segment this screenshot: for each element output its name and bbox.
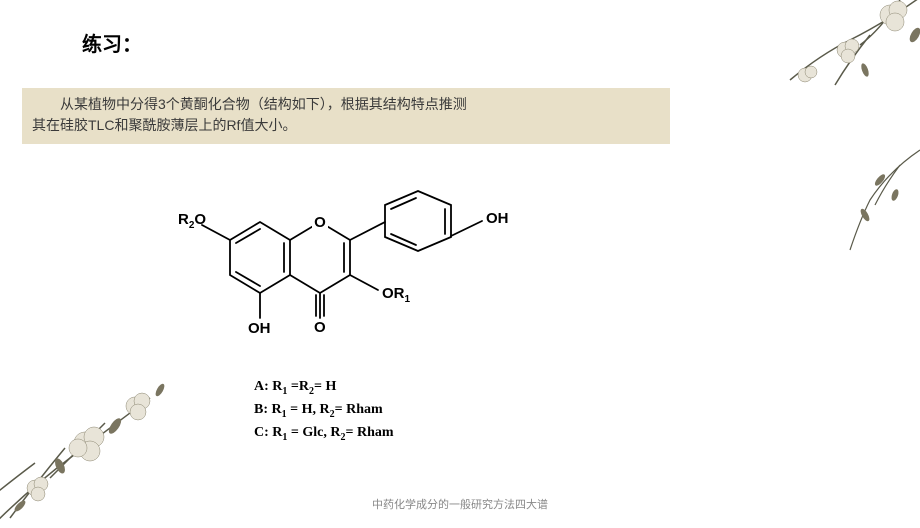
ring-oxygen: O bbox=[314, 214, 326, 231]
question-line1: 从某植物中分得3个黄酮化合物（结构如下），根据其结构特点推测 bbox=[32, 94, 660, 115]
sub-c: C: R1 = Glc, R2= Rham bbox=[254, 422, 394, 445]
slide-title: 练习： bbox=[82, 28, 142, 57]
footer-text: 中药化学成分的一般研究方法四大谱 bbox=[0, 496, 920, 512]
label-carbonyl-o: O bbox=[314, 319, 326, 336]
decor-mid-right bbox=[820, 130, 920, 260]
label-r2o: R2O bbox=[178, 211, 206, 231]
sub-b: B: R1 = H, R2= Rham bbox=[254, 399, 394, 422]
label-or1: OR1 bbox=[382, 285, 411, 305]
substituent-list: A: R1 =R2= H B: R1 = H, R2= Rham C: R1 =… bbox=[254, 376, 394, 444]
sub-a: A: R1 =R2= H bbox=[254, 376, 394, 399]
question-line2: 其在硅胶TLC和聚酰胺薄层上的Rf值大小。 bbox=[32, 117, 296, 133]
chemical-structure: O R2O O OH OR1 OH bbox=[160, 150, 660, 350]
question-box: 从某植物中分得3个黄酮化合物（结构如下），根据其结构特点推测 其在硅胶TLC和聚… bbox=[22, 88, 670, 144]
label-oh-c5: OH bbox=[248, 320, 271, 337]
label-oh-b: OH bbox=[486, 210, 509, 227]
decor-top-right bbox=[750, 0, 920, 130]
